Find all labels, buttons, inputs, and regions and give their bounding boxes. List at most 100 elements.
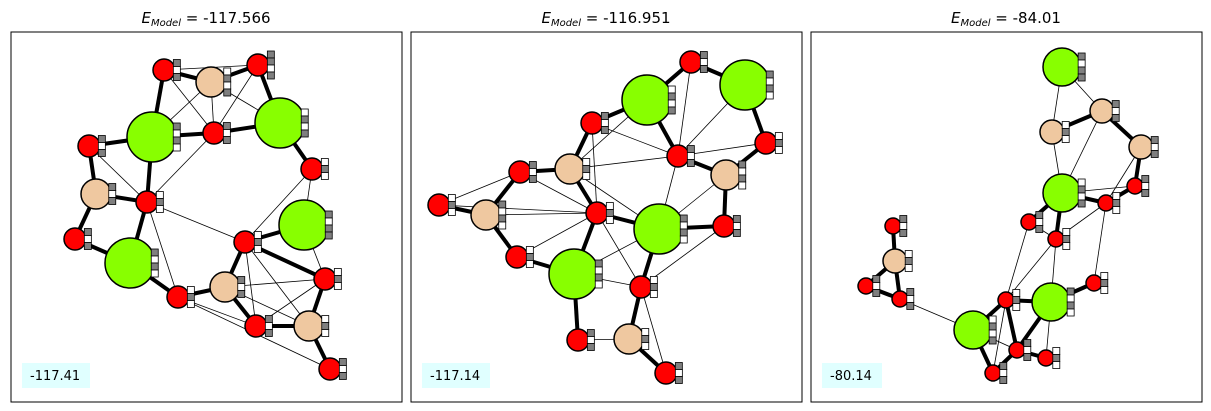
feature-cell — [498, 221, 507, 230]
feature-cell — [605, 216, 614, 224]
graph-node-green — [278, 199, 330, 251]
feature-cell — [300, 108, 309, 117]
graph-node-red — [891, 290, 909, 308]
graph-node-red — [246, 53, 270, 77]
feature-cell — [1062, 242, 1071, 250]
feature-cell — [1012, 303, 1021, 311]
feature-cell — [1061, 121, 1070, 129]
feature-cell — [447, 194, 456, 202]
feature-cell — [600, 112, 609, 120]
feature-cell — [300, 122, 309, 131]
feature-cell — [899, 229, 908, 237]
graph-edge — [591, 122, 598, 214]
feature-cell — [1066, 308, 1075, 317]
graph-node-red — [300, 157, 324, 181]
panel-1-score: -117.41 — [30, 369, 80, 384]
graph-node-red — [166, 285, 190, 309]
graph-node-red — [77, 134, 101, 158]
feature-cell — [1150, 136, 1159, 144]
feature-cell — [1077, 52, 1086, 61]
feature-cell — [253, 238, 262, 246]
feature-cell — [765, 84, 774, 93]
feature-cell — [988, 329, 997, 338]
graph-node-green — [633, 203, 685, 255]
feature-cell — [266, 71, 275, 80]
graph-node-red — [679, 50, 703, 74]
graph-node-green — [1042, 173, 1082, 213]
feature-cell — [321, 329, 330, 337]
feature-cell — [83, 242, 92, 250]
feature-cell — [1035, 211, 1044, 219]
graph-node-green — [621, 74, 673, 126]
graph-node-green — [254, 97, 306, 149]
graph-node-red — [313, 267, 337, 291]
panel-2-score-box — [422, 363, 490, 388]
graph-node-red — [1047, 230, 1065, 248]
graph-node-red — [427, 193, 451, 217]
feature-cell — [333, 275, 342, 283]
panel-2-title: EModel = -116.951 — [541, 9, 670, 29]
graph-node-red — [318, 357, 342, 381]
feature-cell — [498, 214, 507, 223]
feature-cell — [667, 92, 676, 101]
feature-cell — [333, 268, 342, 276]
graph-edge — [677, 61, 692, 157]
graph-node-red — [712, 214, 736, 238]
feature-cell — [1077, 185, 1086, 194]
feature-cell — [447, 201, 456, 209]
graph-node-red — [1097, 194, 1115, 212]
feature-cell — [222, 136, 231, 144]
feature-cell — [1112, 192, 1121, 200]
feature-cell — [447, 208, 456, 216]
feature-cell — [594, 259, 603, 268]
graph-node-red — [997, 291, 1015, 309]
graph-node-red — [654, 361, 678, 385]
feature-cell — [988, 322, 997, 331]
feature-cell — [150, 255, 159, 264]
feature-cell — [679, 214, 688, 223]
graph-node-tan — [613, 323, 645, 355]
feature-cell — [172, 73, 181, 81]
graph-node-red — [580, 111, 604, 135]
feature-cell — [1141, 182, 1150, 190]
feature-cell — [1052, 354, 1061, 362]
graph-node-red — [984, 364, 1002, 382]
feature-cell — [237, 283, 246, 291]
feature-cell — [738, 167, 747, 176]
feature-cell — [732, 229, 741, 237]
feature-cell — [1077, 178, 1086, 187]
graph-node-green — [1042, 47, 1082, 87]
feature-cell — [223, 74, 232, 83]
panel-3: EModel = -84.01 -80.14 — [810, 9, 1203, 403]
feature-cell — [1077, 199, 1086, 208]
feature-cell — [586, 343, 595, 351]
graph-node-red — [754, 131, 778, 155]
feature-cell — [1077, 192, 1086, 201]
feature-cell — [872, 289, 881, 297]
feature-cell — [906, 295, 915, 303]
graph-edge — [146, 201, 179, 298]
feature-cell — [264, 322, 273, 330]
feature-cell — [324, 217, 333, 226]
graph-edge — [1005, 221, 1030, 301]
feature-cell — [586, 329, 595, 337]
feature-cell — [1141, 175, 1150, 183]
feature-cell — [321, 315, 330, 323]
feature-cell — [525, 260, 534, 268]
feature-cell — [223, 81, 232, 90]
graph-node-green — [719, 59, 771, 111]
feature-cell — [186, 286, 195, 294]
feature-cell — [172, 136, 181, 145]
feature-cell — [1077, 73, 1086, 82]
graph-edge — [640, 286, 667, 374]
graph-edge — [992, 299, 1007, 374]
graph-node-red — [1008, 341, 1026, 359]
graph-node-tan — [209, 271, 241, 303]
feature-cell — [155, 198, 164, 206]
graph-node-tan — [470, 199, 502, 231]
feature-cell — [172, 122, 181, 131]
graph-node-red — [884, 217, 902, 235]
graph-node-green — [953, 310, 993, 350]
feature-cell — [1100, 279, 1109, 287]
feature-cell — [1077, 66, 1086, 75]
